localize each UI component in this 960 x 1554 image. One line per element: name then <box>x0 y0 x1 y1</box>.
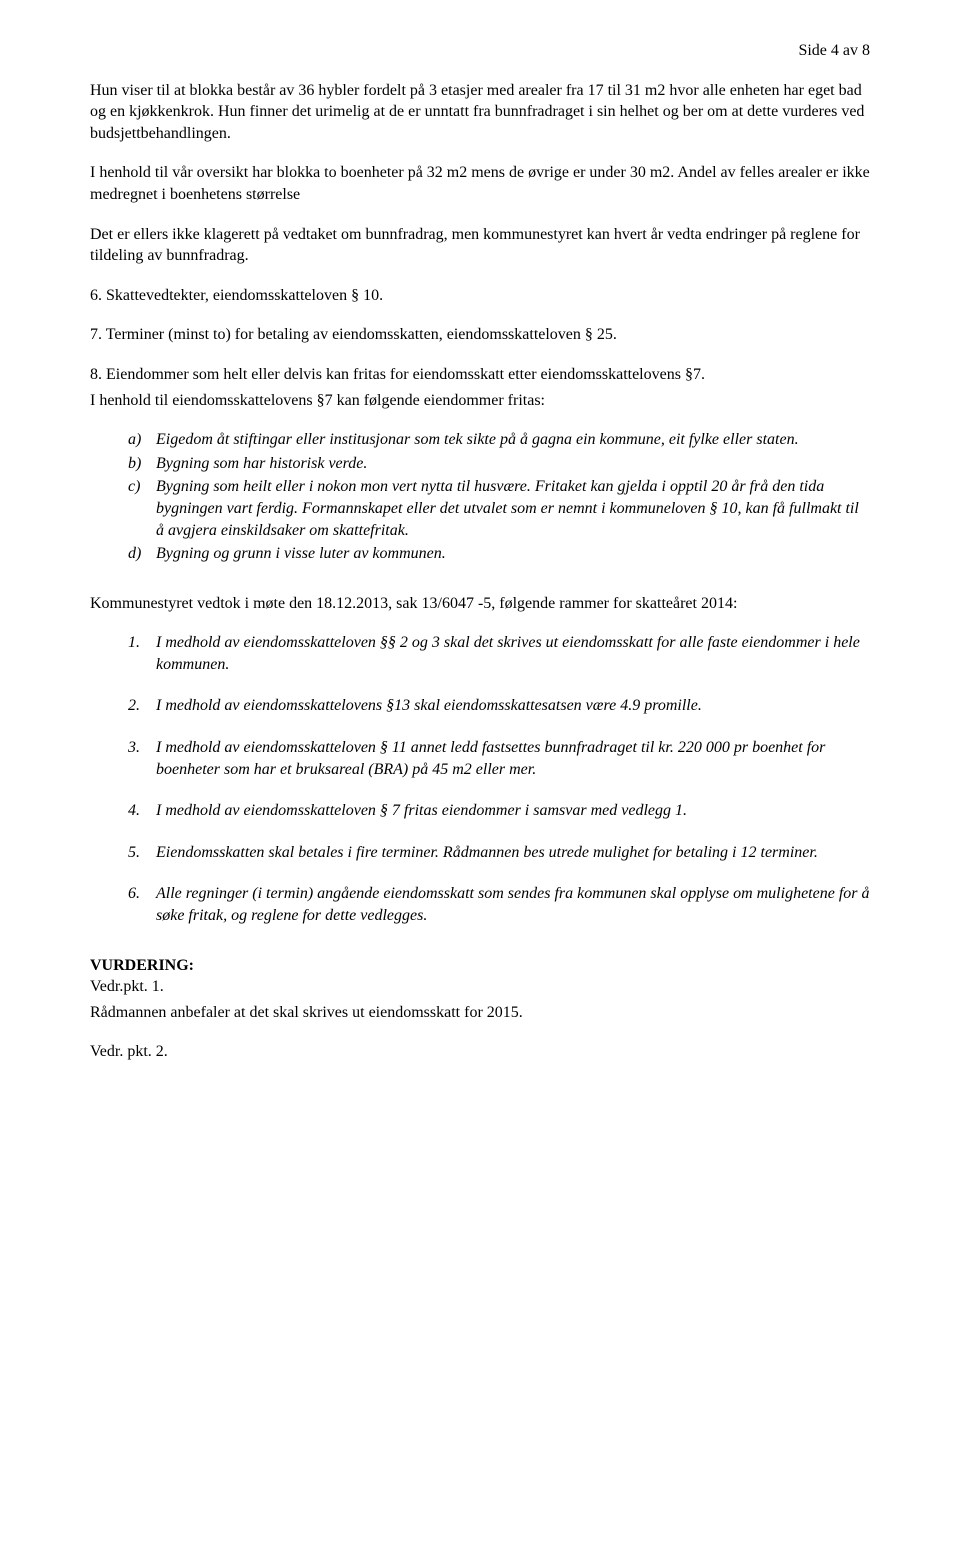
resolution-content-4: I medhold av eiendomsskatteloven § 7 fri… <box>156 800 870 822</box>
resolution-2: 2. I medhold av eiendomsskattelovens §13… <box>128 695 870 717</box>
item-6: 6. Skattevedtekter, eiendomsskatteloven … <box>90 285 870 307</box>
list-content-a: Eigedom åt stiftingar eller institusjona… <box>156 429 870 451</box>
list-item-a: a) Eigedom åt stiftingar eller institusj… <box>128 429 870 451</box>
paragraph-intro-2: I henhold til vår oversikt har blokka to… <box>90 162 870 205</box>
lettered-list: a) Eigedom åt stiftingar eller institusj… <box>90 429 870 565</box>
resolution-marker-6: 6. <box>128 883 156 926</box>
resolution-1: 1. I medhold av eiendomsskatteloven §§ 2… <box>128 632 870 675</box>
resolution-marker-3: 3. <box>128 737 156 780</box>
resolution-marker-5: 5. <box>128 842 156 864</box>
resolution-marker-4: 4. <box>128 800 156 822</box>
vurdering-section: VURDERING: Vedr.pkt. 1. Rådmannen anbefa… <box>90 955 870 1063</box>
list-item-c: c) Bygning som heilt eller i nokon mon v… <box>128 476 870 541</box>
list-item-d: d) Bygning og grunn i visse luter av kom… <box>128 543 870 565</box>
paragraph-intro-3: Det er ellers ikke klagerett på vedtaket… <box>90 224 870 267</box>
vurdering-line1: Vedr.pkt. 1. <box>90 976 870 998</box>
list-marker-b: b) <box>128 453 156 475</box>
list-marker-a: a) <box>128 429 156 451</box>
vurdering-line3: Vedr. pkt. 2. <box>90 1041 870 1063</box>
list-content-c: Bygning som heilt eller i nokon mon vert… <box>156 476 870 541</box>
resolution-content-2: I medhold av eiendomsskattelovens §13 sk… <box>156 695 870 717</box>
list-content-b: Bygning som har historisk verde. <box>156 453 870 475</box>
resolution-content-5: Eiendomsskatten skal betales i fire term… <box>156 842 870 864</box>
item-8-line2: I henhold til eiendomsskattelovens §7 ka… <box>90 390 870 412</box>
resolution-content-6: Alle regninger (i termin) angående eiend… <box>156 883 870 926</box>
item-7: 7. Terminer (minst to) for betaling av e… <box>90 324 870 346</box>
list-content-d: Bygning og grunn i visse luter av kommun… <box>156 543 870 565</box>
list-marker-d: d) <box>128 543 156 565</box>
resolutions-list: 1. I medhold av eiendomsskatteloven §§ 2… <box>90 632 870 926</box>
list-item-b: b) Bygning som har historisk verde. <box>128 453 870 475</box>
vurdering-heading: VURDERING: <box>90 955 870 977</box>
item-8-line1: 8. Eiendommer som helt eller delvis kan … <box>90 364 870 386</box>
vurdering-line2: Rådmannen anbefaler at det skal skrives … <box>90 1002 870 1024</box>
resolution-marker-1: 1. <box>128 632 156 675</box>
resolution-content-3: I medhold av eiendomsskatteloven § 11 an… <box>156 737 870 780</box>
page-number: Side 4 av 8 <box>90 40 870 62</box>
list-marker-c: c) <box>128 476 156 541</box>
resolution-content-1: I medhold av eiendomsskatteloven §§ 2 og… <box>156 632 870 675</box>
resolution-4: 4. I medhold av eiendomsskatteloven § 7 … <box>128 800 870 822</box>
paragraph-intro-1: Hun viser til at blokka består av 36 hyb… <box>90 80 870 145</box>
resolution-5: 5. Eiendomsskatten skal betales i fire t… <box>128 842 870 864</box>
vedtok-intro: Kommunestyret vedtok i møte den 18.12.20… <box>90 593 870 615</box>
resolution-marker-2: 2. <box>128 695 156 717</box>
resolution-3: 3. I medhold av eiendomsskatteloven § 11… <box>128 737 870 780</box>
resolution-6: 6. Alle regninger (i termin) angående ei… <box>128 883 870 926</box>
